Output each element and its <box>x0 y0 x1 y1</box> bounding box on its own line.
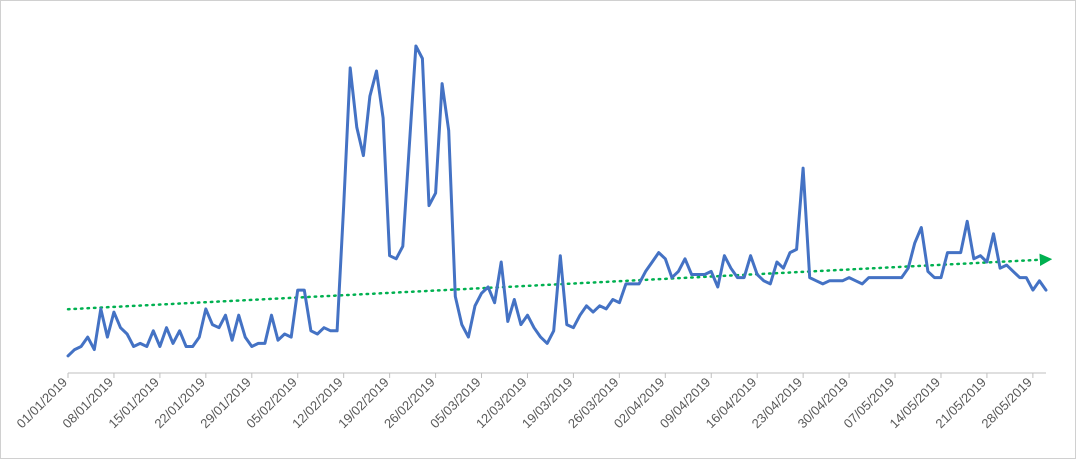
x-axis <box>67 372 1046 378</box>
x-tick-labels: 01/01/201908/01/201915/01/201922/01/2019… <box>13 375 1034 432</box>
series-layer <box>66 44 1048 358</box>
series-line <box>66 44 1048 358</box>
